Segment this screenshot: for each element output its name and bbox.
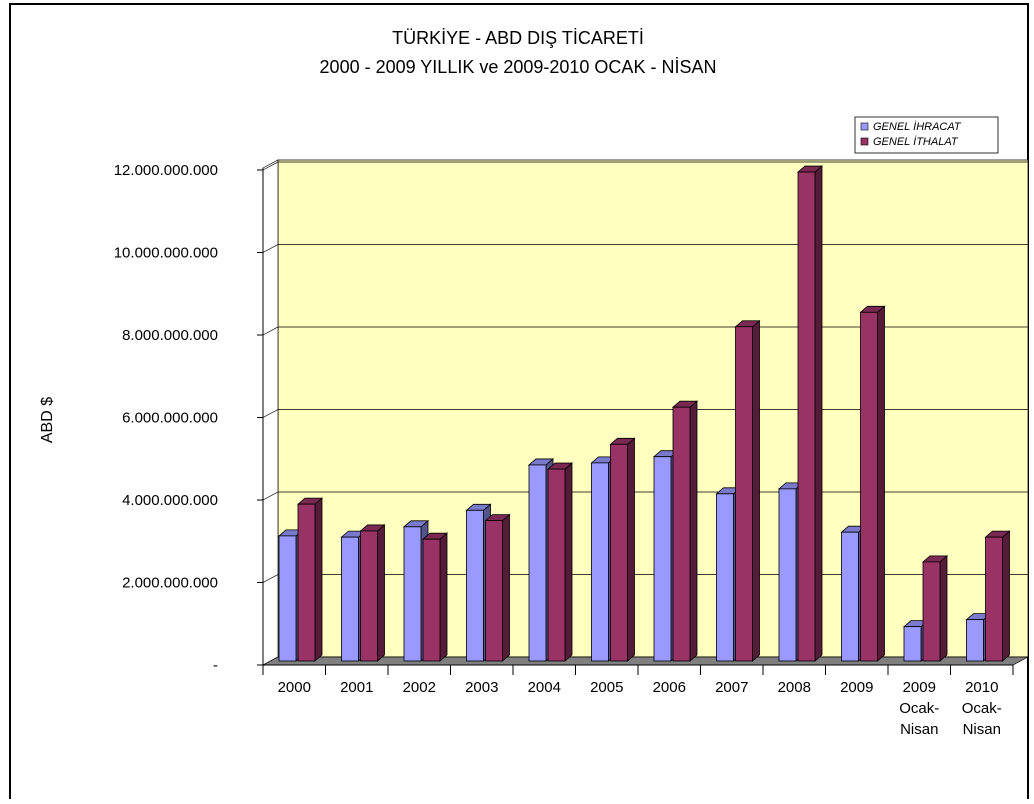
- legend-label: GENEL İHRACAT: [873, 121, 962, 133]
- grid-line: [262, 326, 1028, 336]
- bar: [484, 513, 511, 662]
- bar: [359, 524, 386, 662]
- bar-front: [966, 619, 984, 662]
- x-tick-label: 2003: [465, 679, 498, 696]
- bar: [609, 437, 636, 662]
- bar-front: [547, 468, 566, 662]
- bar-front: [466, 509, 484, 662]
- legend-box: [854, 116, 999, 154]
- bar-front: [716, 493, 734, 662]
- bar-front: [922, 561, 941, 662]
- bar-front: [672, 406, 691, 662]
- bar-front: [403, 526, 422, 662]
- y-tick-label: 6.000.000.000: [122, 410, 218, 427]
- legend-swatch: [860, 137, 869, 146]
- y-tick-label: 2.000.000.000: [122, 575, 218, 592]
- bar-front: [485, 520, 503, 662]
- side-wall: [262, 159, 279, 666]
- x-tick-label: 2010 Ocak-Nisan: [962, 679, 1002, 738]
- x-tick-label: 2002: [403, 679, 436, 696]
- y-tick-label: 4.000.000.000: [122, 492, 218, 509]
- x-tick-label: 2009 Ocak-Nisan: [899, 679, 939, 738]
- bar-side: [627, 437, 635, 662]
- x-tick-label: 2004: [528, 679, 561, 696]
- grid-line: [262, 244, 1028, 253]
- bar-front: [360, 530, 378, 662]
- bar-side: [439, 532, 448, 662]
- bar-front: [797, 171, 816, 662]
- x-tick-label: 2008: [778, 679, 811, 696]
- bar: [984, 530, 1011, 662]
- x-tick-label: 2007: [715, 679, 748, 696]
- bar: [296, 497, 324, 662]
- bar-side: [1002, 530, 1010, 662]
- x-tick-label: 2006: [653, 679, 686, 696]
- bar-side: [689, 400, 698, 662]
- bar-front: [422, 538, 441, 662]
- bar-front: [341, 536, 359, 662]
- bar-front: [653, 456, 672, 662]
- chart-title: TÜRKİYE - ABD DIŞ TİCARETİ: [392, 28, 644, 48]
- bar-front: [591, 462, 609, 662]
- x-tick-label: 2001: [340, 679, 373, 696]
- bar-front: [985, 536, 1003, 662]
- bar-front: [903, 626, 922, 662]
- bar-side: [314, 497, 323, 662]
- bar-side: [377, 524, 385, 662]
- bar: [734, 319, 761, 662]
- y-tick-label: -: [213, 657, 218, 674]
- bar: [421, 532, 449, 662]
- y-tick-label: 10.000.000.000: [114, 245, 218, 262]
- bar: [921, 555, 949, 662]
- bar-front: [278, 535, 297, 662]
- y-tick-label: 12.000.000.000: [114, 162, 218, 179]
- x-tick-label: 2009: [840, 679, 873, 696]
- bar-side: [814, 165, 823, 662]
- grid-line: [262, 409, 1028, 418]
- bar-front: [735, 326, 753, 662]
- grid-line: [262, 161, 1028, 171]
- x-tick-label: 2005: [590, 679, 623, 696]
- x-tick-label: 2000: [278, 679, 311, 696]
- y-tick-label: 8.000.000.000: [122, 327, 218, 344]
- bar-side: [939, 555, 948, 662]
- bar-front: [841, 531, 859, 662]
- bar: [546, 462, 574, 662]
- bar: [859, 305, 886, 662]
- plot: - 2.000.000.000 4.000.000.000 6.000.000.000…: [114, 116, 1029, 738]
- grid-line: [262, 491, 1028, 501]
- bar-front: [528, 464, 547, 662]
- bar-front: [778, 488, 797, 662]
- grid-line: [262, 574, 1028, 583]
- bar-side: [877, 305, 885, 662]
- bar: [671, 400, 699, 662]
- bar-front: [860, 311, 878, 662]
- y-axis-label: ABD $: [39, 397, 56, 443]
- bar-front: [610, 443, 628, 662]
- bar-side: [564, 462, 573, 662]
- bar: [796, 165, 824, 662]
- back-wall: [277, 159, 1029, 658]
- chart-subtitle: 2000 - 2009 YILLIK ve 2009-2010 OCAK - N…: [320, 57, 717, 77]
- bar-side: [502, 513, 510, 662]
- legend-label: GENEL İTHALAT: [873, 136, 959, 148]
- bar-side: [752, 319, 760, 662]
- bar-front: [297, 503, 316, 662]
- legend-swatch: [860, 122, 869, 131]
